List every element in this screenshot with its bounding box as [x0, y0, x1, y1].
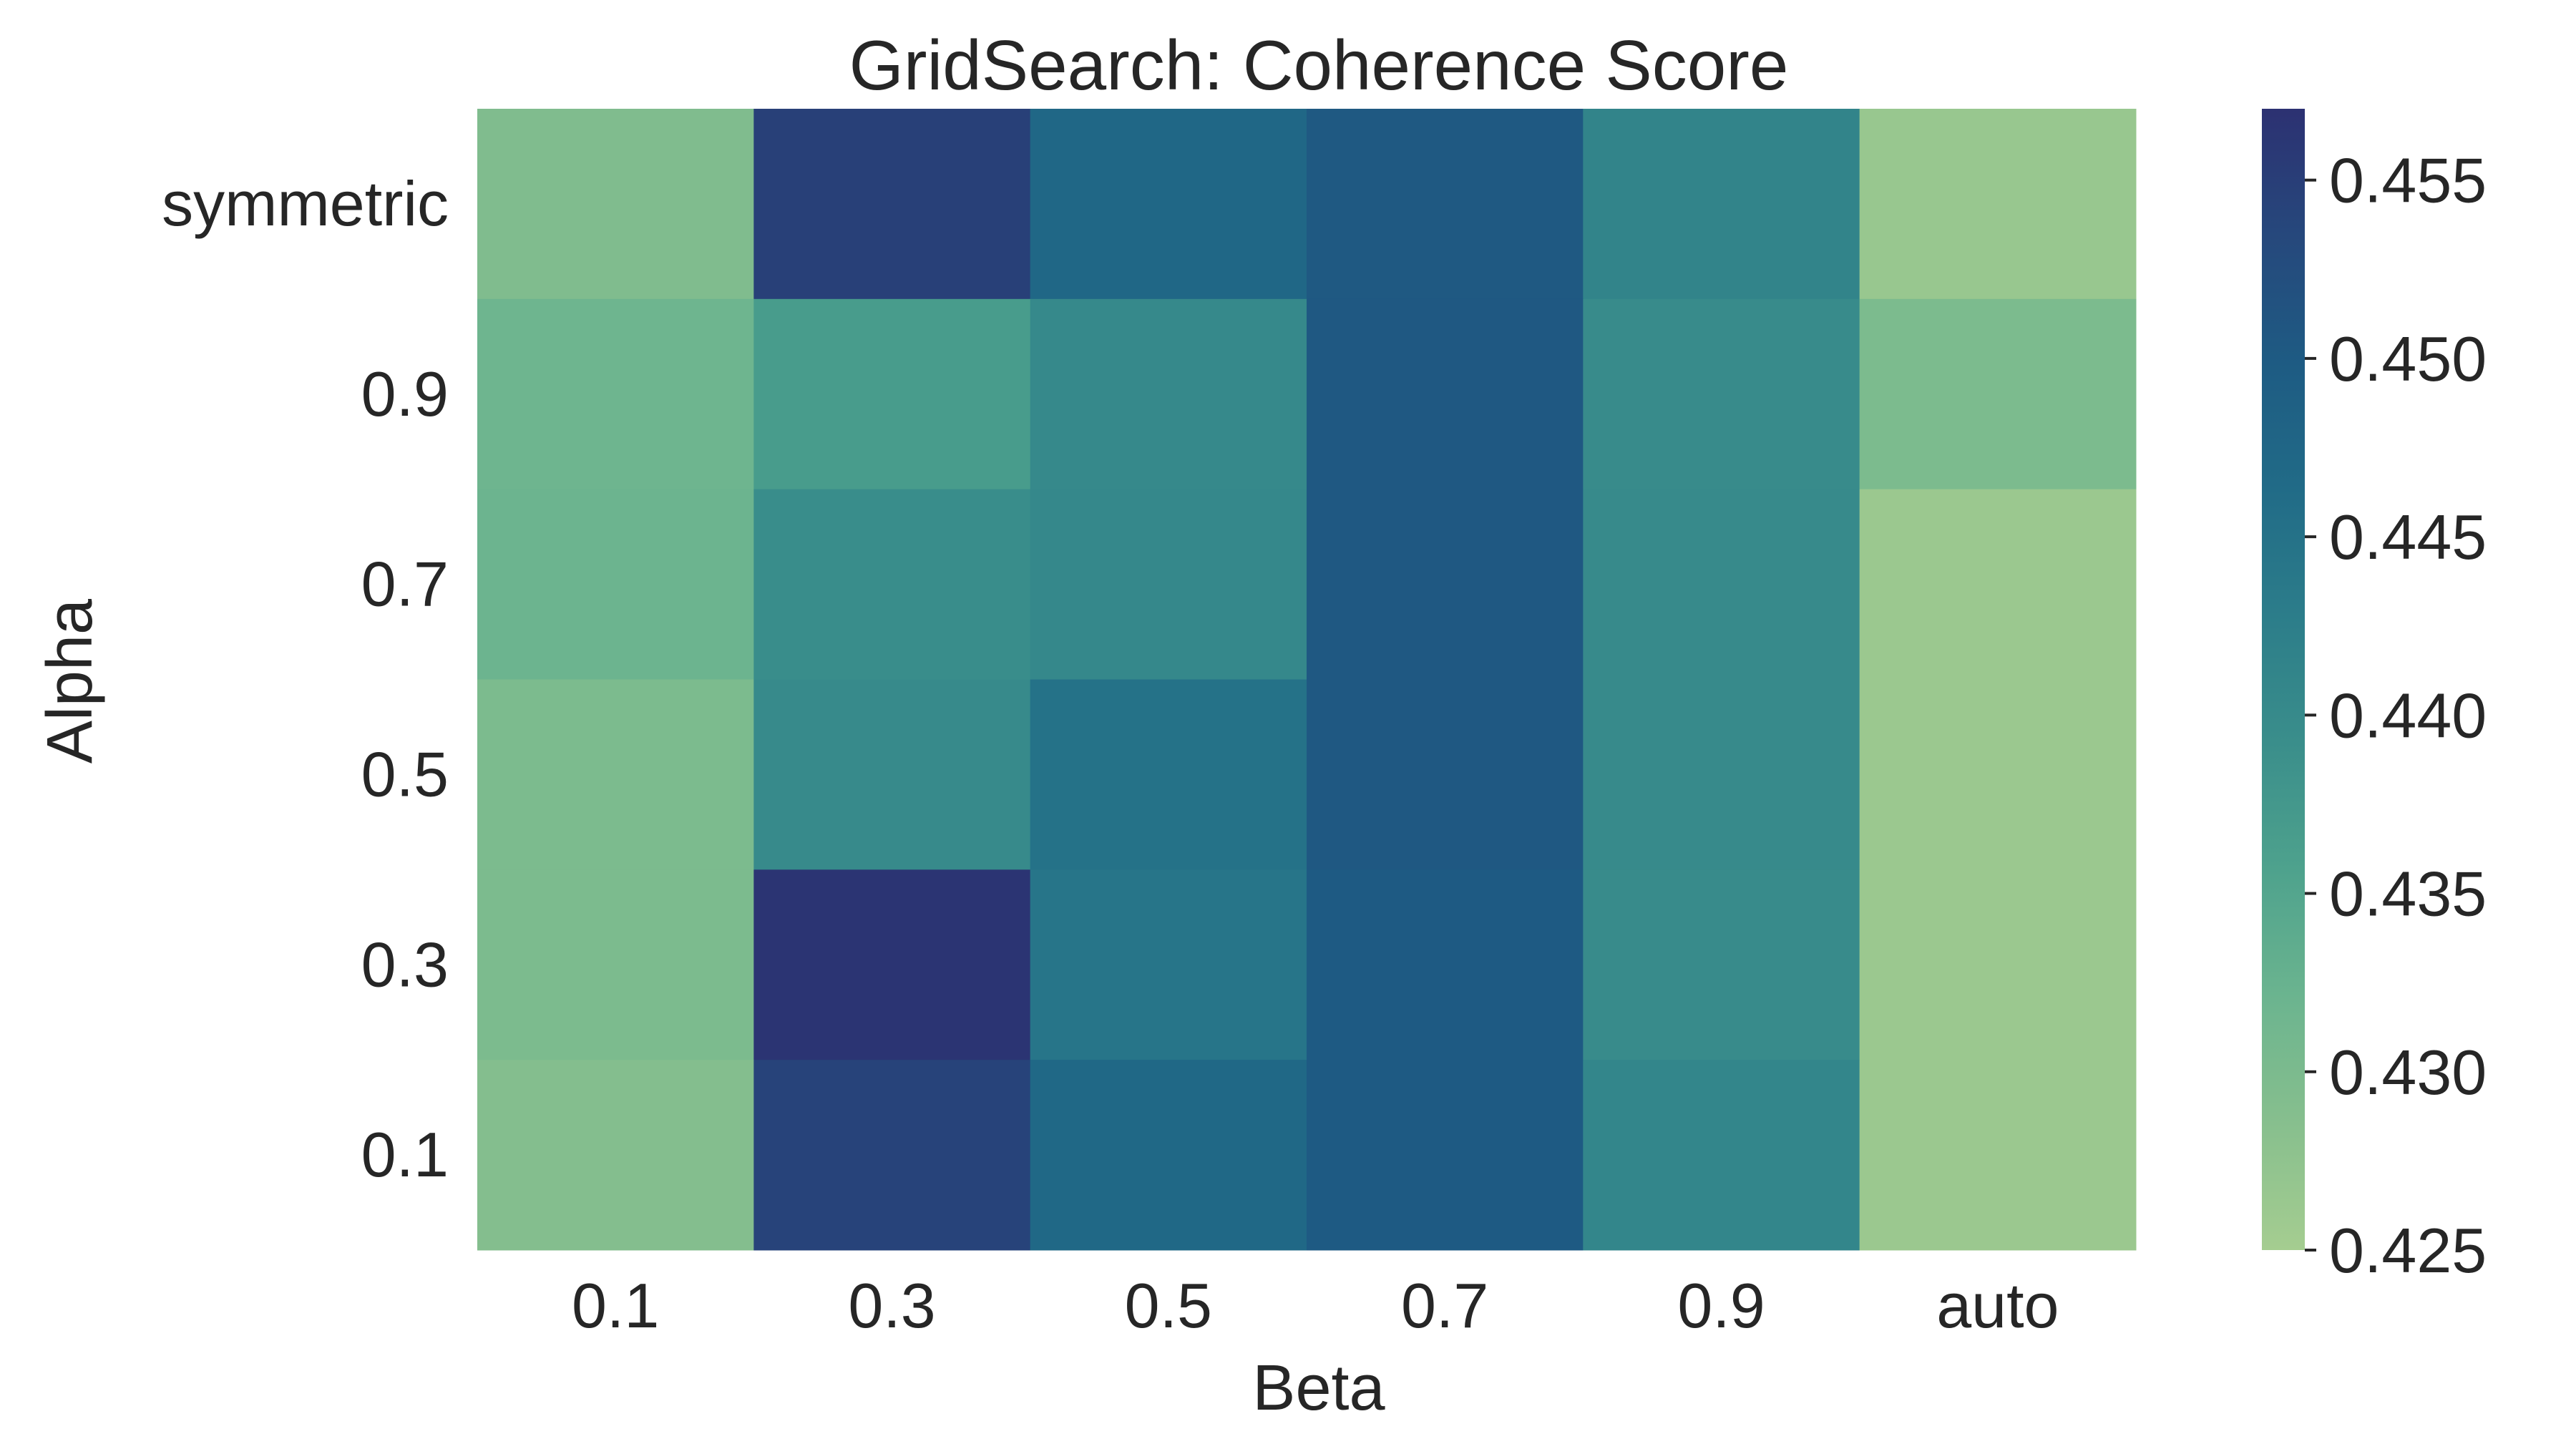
heatmap-cell — [477, 1060, 754, 1251]
heatmap-cell — [1859, 869, 2137, 1060]
colorbar-tick-label: 0.455 — [2329, 145, 2487, 216]
heatmap-cell — [477, 869, 754, 1060]
heatmap-cell — [1859, 489, 2137, 680]
x-tick-label: auto — [1936, 1270, 2059, 1341]
y-tick-label: symmetric — [162, 168, 449, 239]
heatmap-cell — [753, 489, 1031, 680]
y-tick-labels: symmetric 0.9 0.7 0.5 0.3 0.1 — [162, 168, 449, 1190]
heatmap-cell — [1030, 298, 1307, 490]
heatmap-cell — [477, 298, 754, 490]
y-axis-label: Alpha — [34, 598, 106, 763]
heatmap-cell — [1859, 298, 2137, 490]
colorbar-tick-label: 0.450 — [2329, 323, 2487, 394]
heatmap-cell — [1583, 489, 1860, 680]
heatmap-cell — [1030, 109, 1307, 300]
heatmap-cell — [1859, 109, 2137, 300]
x-tick-label: 0.7 — [1401, 1270, 1488, 1341]
colorbar-tick-label: 0.445 — [2329, 502, 2487, 572]
heatmap-cell — [1583, 109, 1860, 300]
x-tick-label: 0.3 — [848, 1270, 935, 1341]
colorbar-tick-label: 0.425 — [2329, 1215, 2487, 1286]
x-tick-label: 0.9 — [1677, 1270, 1765, 1341]
heatmap-cell — [1583, 869, 1860, 1060]
heatmap-cell — [1307, 1060, 1584, 1251]
y-tick-label: 0.9 — [361, 358, 449, 429]
heatmap-cell — [753, 1060, 1031, 1251]
heatmap-cell — [1030, 1060, 1307, 1251]
heatmap-cell — [477, 109, 754, 300]
heatmap-cell — [1859, 1060, 2137, 1251]
heatmap-cell — [753, 869, 1031, 1060]
colorbar — [2262, 109, 2305, 1250]
x-axis-label: Beta — [1252, 1352, 1385, 1424]
colorbar-ticks: 0.425 0.430 0.435 0.440 0.445 0.450 0.455 — [2305, 145, 2487, 1286]
heatmap-cell — [477, 489, 754, 680]
y-tick-label: 0.1 — [361, 1119, 449, 1190]
heatmap-cell — [1307, 298, 1584, 490]
heatmap-cell — [1583, 679, 1860, 870]
heatmap-cell — [753, 298, 1031, 490]
y-tick-label: 0.5 — [361, 738, 449, 809]
heatmap-cell — [1030, 679, 1307, 870]
heatmap-cell — [1030, 869, 1307, 1060]
x-tick-label: 0.1 — [572, 1270, 659, 1341]
heatmap-cell — [753, 679, 1031, 870]
heatmap-cell — [1307, 679, 1584, 870]
heatmap-cell — [1307, 869, 1584, 1060]
x-tick-labels: 0.1 0.3 0.5 0.7 0.9 auto — [572, 1270, 2059, 1341]
y-tick-label: 0.3 — [361, 929, 449, 1000]
colorbar-tick-label: 0.440 — [2329, 680, 2487, 751]
heatmap-cell — [1307, 109, 1584, 300]
colorbar-tick-label: 0.430 — [2329, 1037, 2487, 1108]
chart-title: GridSearch: Coherence Score — [849, 26, 1789, 104]
heatmap-cell — [1583, 298, 1860, 490]
heatmap-cell — [1859, 679, 2137, 870]
heatmap-cell — [753, 109, 1031, 300]
heatmap-cell — [1030, 489, 1307, 680]
heatmap-cell — [1583, 1060, 1860, 1251]
heatmap-cell — [477, 679, 754, 870]
y-tick-label: 0.7 — [361, 549, 449, 620]
heatmap-cell — [1307, 489, 1584, 680]
colorbar-tick-label: 0.435 — [2329, 859, 2487, 930]
heatmap-cells — [477, 109, 2137, 1251]
x-tick-label: 0.5 — [1125, 1270, 1212, 1341]
